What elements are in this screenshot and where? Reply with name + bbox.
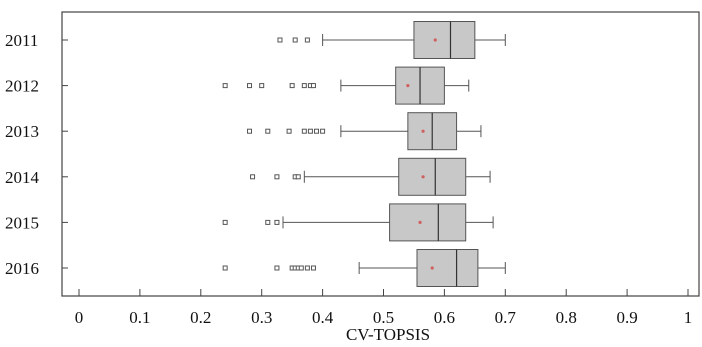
outlier-point	[304, 265, 310, 271]
mean-marker	[430, 266, 434, 270]
box-2012	[222, 66, 470, 105]
category-label: 2016	[5, 259, 39, 278]
outlier-point	[222, 83, 228, 89]
outlier-point	[298, 265, 304, 271]
outlier-point	[310, 83, 316, 89]
mean-marker	[433, 38, 437, 42]
outlier-point	[265, 219, 271, 225]
x-tick-label: 0.5	[373, 308, 394, 327]
outlier-point	[304, 37, 310, 43]
x-tick-label: 0.1	[129, 308, 150, 327]
outlier-point	[247, 83, 253, 89]
outlier-point	[277, 37, 283, 43]
outlier-point	[250, 174, 256, 180]
outlier-point	[274, 174, 280, 180]
box-2011	[277, 21, 506, 59]
box-2015	[222, 203, 494, 242]
outlier-point	[286, 128, 292, 134]
x-tick-label: 0.2	[190, 308, 211, 327]
outlier-point	[247, 128, 253, 134]
mean-marker	[421, 175, 425, 179]
box-2016	[222, 249, 506, 287]
mean-marker	[421, 129, 425, 133]
x-tick-label: 0.4	[312, 308, 334, 327]
outlier-point	[259, 83, 265, 89]
box-2013	[247, 112, 482, 151]
x-axis-title: CV-TOPSIS	[346, 325, 430, 344]
x-axis-ticks	[62, 39, 689, 296]
x-axis-tick-labels: 0 0.1 0.2 0.3 0.4 0.5 0.6 0.7 0.8 0.9 1	[75, 308, 693, 327]
box-2014	[250, 157, 491, 196]
outlier-point	[222, 219, 228, 225]
outlier-point	[274, 219, 280, 225]
iqr-box	[398, 157, 467, 196]
outlier-point	[310, 265, 316, 271]
outlier-point	[222, 265, 228, 271]
outlier-point	[307, 128, 313, 134]
y-axis-category-labels: 2011 2012 2013 2014 2015 2016	[5, 31, 40, 278]
box-series	[222, 21, 506, 287]
category-label: 2014	[5, 168, 40, 187]
outlier-point	[289, 83, 295, 89]
outlier-point	[274, 265, 280, 271]
category-label: 2011	[5, 31, 38, 50]
x-tick-label: 0.8	[556, 308, 577, 327]
x-tick-label: 0.9	[616, 308, 637, 327]
x-tick-label: 0.3	[251, 308, 272, 327]
outlier-point	[295, 174, 301, 180]
mean-marker	[418, 220, 422, 224]
outlier-point	[301, 83, 307, 89]
outlier-point	[292, 37, 298, 43]
iqr-box	[413, 21, 476, 59]
x-tick-label: 0	[75, 308, 84, 327]
mean-marker	[406, 84, 410, 88]
x-tick-label: 1	[684, 308, 693, 327]
category-label: 2012	[5, 77, 39, 96]
outlier-point	[265, 128, 271, 134]
x-tick-label: 0.6	[434, 308, 455, 327]
iqr-box	[389, 203, 467, 242]
outlier-point	[301, 128, 307, 134]
x-tick-label: 0.7	[495, 308, 517, 327]
outlier-point	[314, 128, 320, 134]
category-label: 2013	[5, 122, 39, 141]
iqr-box	[416, 249, 479, 287]
category-label: 2015	[5, 213, 39, 232]
plot-frame	[61, 11, 700, 297]
outlier-point	[320, 128, 326, 134]
